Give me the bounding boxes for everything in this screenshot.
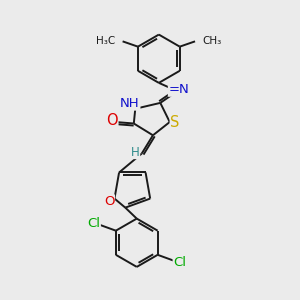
Text: Cl: Cl [173,256,186,269]
Text: =N: =N [169,83,189,96]
Text: Cl: Cl [87,217,100,230]
Text: NH: NH [120,97,140,110]
Text: H₃C: H₃C [96,36,115,46]
Text: O: O [106,113,118,128]
Text: S: S [170,115,180,130]
Text: CH₃: CH₃ [202,36,222,46]
Text: H: H [131,146,140,159]
Text: O: O [104,195,114,208]
